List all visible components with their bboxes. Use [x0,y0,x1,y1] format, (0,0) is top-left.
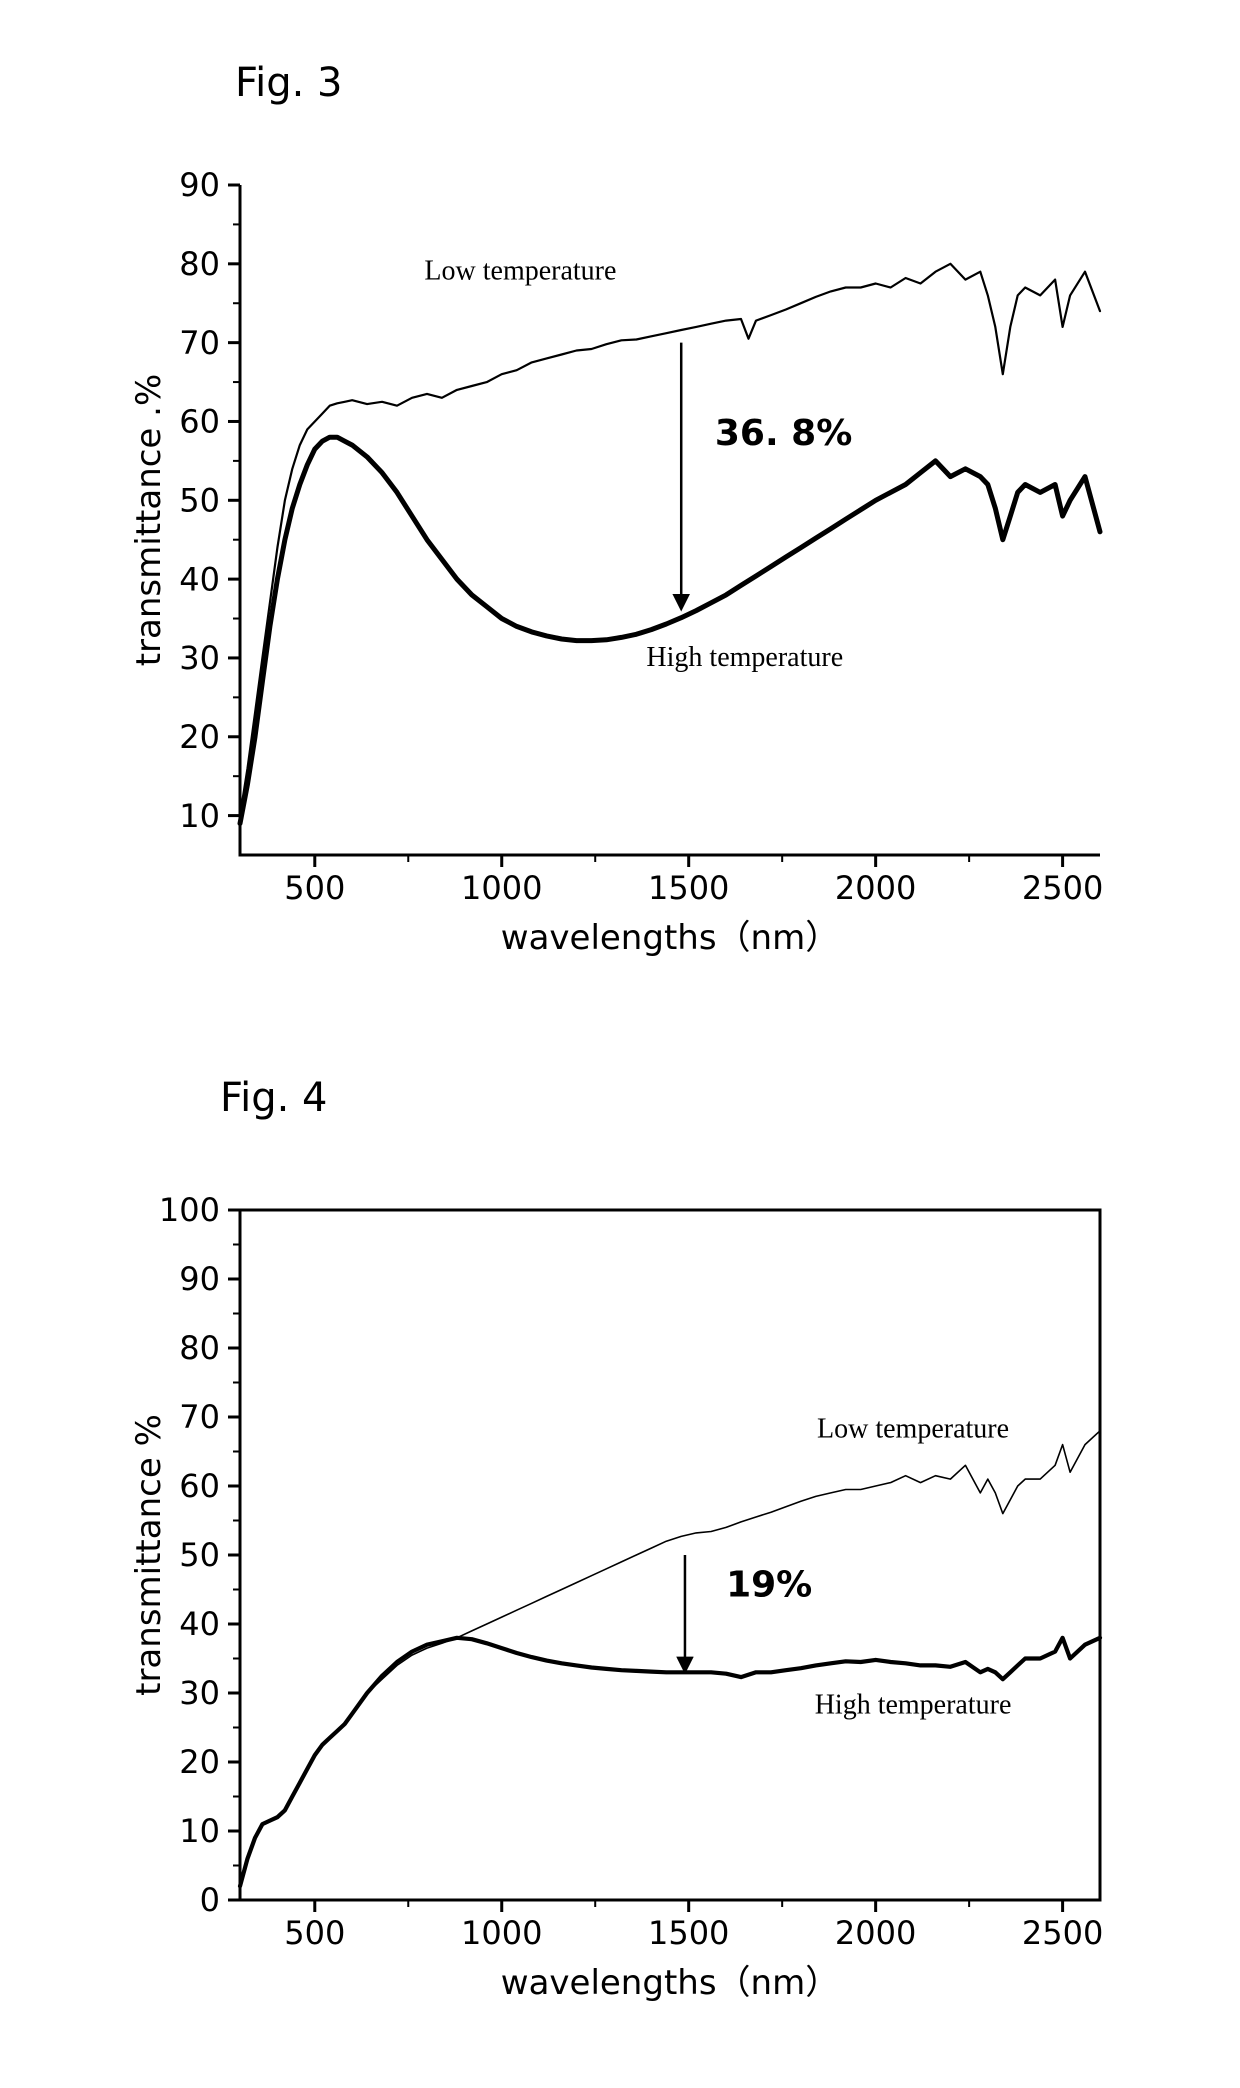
y-tick-label: 80 [179,245,220,283]
y-tick-label: 50 [179,481,220,519]
y-tick-label: 30 [179,1674,220,1712]
y-tick-label: 60 [179,1467,220,1505]
series-label: High temperature [646,642,843,673]
series-label: Low temperature [817,1414,1009,1445]
y-tick-label: 40 [179,1605,220,1643]
page: Fig. 3 102030405060708090500100015002000… [0,0,1240,2088]
x-tick-label: 2000 [835,1914,916,1952]
y-tick-label: 70 [179,324,220,362]
y-tick-label: 70 [179,1398,220,1436]
x-tick-label: 1000 [461,1914,542,1952]
delta-label: 19% [726,1564,812,1605]
x-tick-label: 2000 [835,869,916,907]
plot-svg: 0 10 20 30 40 50 60 70 80 90 100 500 1000 1500 2000 250… [120,1190,1120,2010]
x-tick-label: 2500 [1022,869,1103,907]
y-axis-label: transmittance % [129,1414,169,1696]
fig4-title: Fig. 4 [220,1075,327,1121]
x-axis-label: wavelengths（nm） [501,1963,839,2003]
delta-label: 36. 8% [715,413,852,454]
fig3-chart: 10 20 30 40 50 60 70 80 90 500 1000 1500 2000 2500 wav… [120,165,1120,965]
y-tick-label: 60 [179,403,220,441]
fig4-chart: 0 10 20 30 40 50 60 70 80 90 100 500 1000 1500 2000 250… [120,1190,1120,2010]
x-tick-label: 1000 [461,869,542,907]
y-tick-label: 90 [179,166,220,204]
y-tick-label: 90 [179,1260,220,1298]
y-tick-label: 30 [179,639,220,677]
y-tick-label: 10 [179,1812,220,1850]
y-tick-label: 0 [200,1881,220,1919]
y-tick-label: 40 [179,560,220,598]
x-tick-label: 500 [284,1914,345,1952]
y-tick-label: 20 [179,1743,220,1781]
x-tick-label: 500 [284,869,345,907]
x-tick-label: 1500 [648,869,729,907]
y-tick-label: 10 [179,797,220,835]
plot-svg: 10 20 30 40 50 60 70 80 90 500 1000 1500 2000 2500 wav… [120,165,1120,965]
series-label: High temperature [815,1690,1012,1721]
x-tick-label: 1500 [648,1914,729,1952]
series-label: Low temperature [424,256,616,287]
x-axis-label: wavelengths（nm） [501,918,839,958]
fig3-title: Fig. 3 [235,60,342,106]
y-tick-label: 100 [159,1191,220,1229]
y-axis-label: transmittance .% [129,374,169,667]
x-tick-label: 2500 [1022,1914,1103,1952]
y-tick-label: 50 [179,1536,220,1574]
y-tick-label: 20 [179,718,220,756]
y-tick-label: 80 [179,1329,220,1367]
